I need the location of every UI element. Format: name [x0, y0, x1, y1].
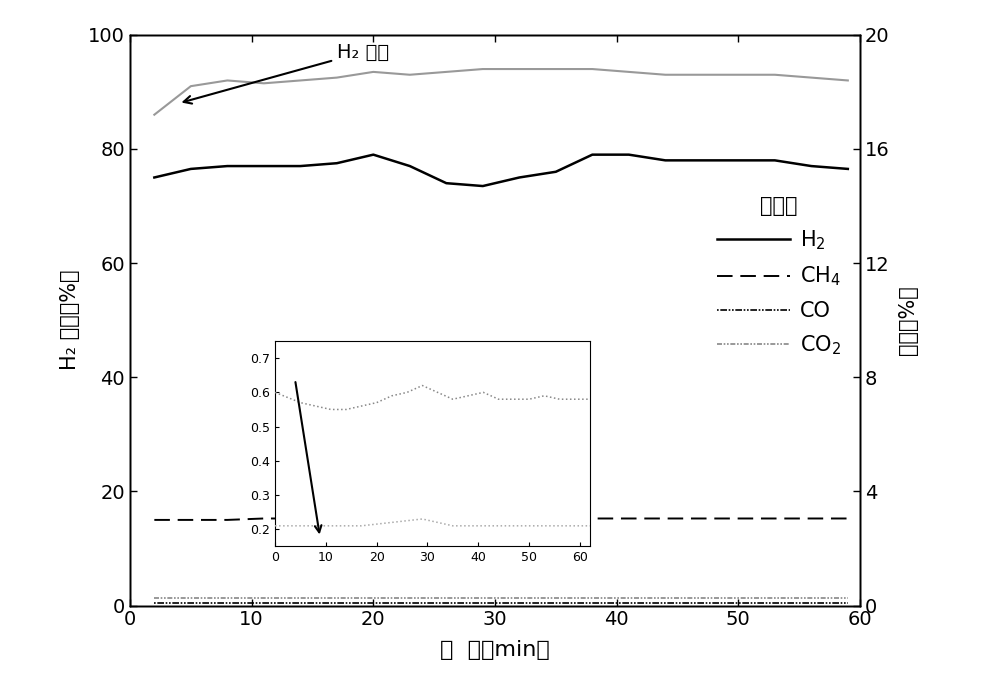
X-axis label: 时  间（min）: 时 间（min） [440, 640, 550, 661]
Y-axis label: 产品（%）: 产品（%） [898, 285, 918, 355]
Text: H₂ 纯度: H₂ 纯度 [184, 42, 389, 104]
Legend: H$_2$, CH$_4$, CO, CO$_2$: H$_2$, CH$_4$, CO, CO$_2$ [708, 188, 850, 365]
Y-axis label: H₂ 纯度（%）: H₂ 纯度（%） [60, 270, 80, 370]
